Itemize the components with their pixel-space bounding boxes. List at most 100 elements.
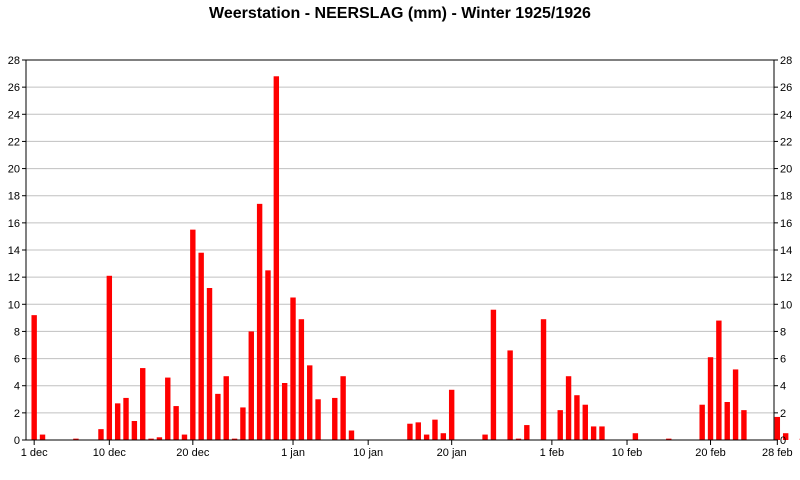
x-tick-label: 10 jan xyxy=(353,447,383,459)
bar xyxy=(173,406,179,440)
bar xyxy=(507,350,513,440)
x-tick-label: 1 feb xyxy=(540,447,564,459)
y-tick-label-left: 18 xyxy=(8,191,20,203)
x-tick-label: 1 jan xyxy=(281,447,305,459)
bar xyxy=(557,410,563,440)
bar xyxy=(123,397,129,440)
bar xyxy=(782,433,789,440)
bar xyxy=(599,426,605,440)
y-tick-label-right: 18 xyxy=(780,191,792,203)
y-tick-label-left: 26 xyxy=(8,82,20,94)
bar xyxy=(307,365,313,440)
y-tick-label-right: 26 xyxy=(780,82,792,94)
y-tick-label-right: 28 xyxy=(780,55,792,67)
y-tick-label-left: 28 xyxy=(8,55,20,67)
bar xyxy=(231,438,238,440)
bar xyxy=(156,437,163,440)
bar xyxy=(724,402,730,440)
bar xyxy=(131,421,138,440)
bar xyxy=(265,270,271,440)
x-tick-label: 20 jan xyxy=(437,447,467,459)
bar xyxy=(699,404,705,440)
y-tick-label-left: 20 xyxy=(8,164,20,176)
y-tick-label-left: 6 xyxy=(14,354,20,366)
bar xyxy=(582,404,588,440)
bar xyxy=(482,434,488,440)
bar xyxy=(281,383,288,440)
bar xyxy=(198,252,204,440)
y-tick-label-right: 8 xyxy=(780,326,786,338)
y-tick-label-left: 12 xyxy=(8,272,20,284)
bar xyxy=(106,275,113,440)
y-tick-label-left: 22 xyxy=(8,136,20,148)
bar xyxy=(666,438,672,440)
y-tick-label-left: 8 xyxy=(14,326,20,338)
bar xyxy=(590,426,597,440)
bar xyxy=(632,433,639,440)
x-tick-label: 10 dec xyxy=(93,447,127,459)
bar xyxy=(190,229,196,440)
bar xyxy=(440,433,447,440)
bar xyxy=(540,319,547,440)
y-tick-label-left: 10 xyxy=(8,299,20,311)
bar xyxy=(248,331,254,440)
x-tick-label: 1 dec xyxy=(21,447,48,459)
bar xyxy=(741,410,747,440)
bar xyxy=(565,376,572,440)
bar xyxy=(273,76,280,441)
x-tick-label: 28 feb xyxy=(762,447,793,459)
bar xyxy=(165,377,171,440)
y-tick-label-right: 12 xyxy=(780,272,792,284)
y-tick-label-left: 0 xyxy=(14,435,20,447)
bar xyxy=(31,315,37,440)
bar xyxy=(290,297,296,440)
bar xyxy=(340,376,346,440)
bar xyxy=(515,438,522,440)
chart-title: Weerstation - NEERSLAG (mm) - Winter 192… xyxy=(209,5,591,22)
bar xyxy=(774,416,781,440)
y-tick-label-right: 0 xyxy=(780,435,786,447)
y-tick-label-right: 16 xyxy=(780,218,792,230)
y-tick-label-right: 20 xyxy=(780,164,792,176)
bar xyxy=(732,369,739,440)
bar xyxy=(73,438,79,440)
y-tick-label-right: 24 xyxy=(780,109,792,121)
bar xyxy=(415,422,421,440)
y-tick-label-right: 4 xyxy=(780,381,786,393)
bar xyxy=(223,376,229,440)
bar xyxy=(490,309,497,440)
bar xyxy=(39,434,46,440)
bar xyxy=(215,393,221,440)
bar xyxy=(407,423,413,440)
bar xyxy=(98,429,104,440)
bar xyxy=(707,357,714,440)
y-tick-label-right: 2 xyxy=(780,408,786,420)
y-tick-label-right: 10 xyxy=(780,299,792,311)
x-tick-label: 10 feb xyxy=(612,447,643,459)
x-tick-label: 20 dec xyxy=(176,447,210,459)
bar xyxy=(574,395,580,440)
bar xyxy=(256,203,263,440)
bar xyxy=(206,288,213,440)
y-tick-label-left: 24 xyxy=(8,109,20,121)
y-tick-label-right: 14 xyxy=(780,245,792,257)
bar xyxy=(181,434,188,440)
bar xyxy=(140,368,146,440)
bar-series xyxy=(31,76,800,441)
bar xyxy=(348,430,355,440)
bar xyxy=(114,403,121,440)
bar xyxy=(240,407,246,440)
y-tick-label-right: 6 xyxy=(780,354,786,366)
bar xyxy=(148,438,154,440)
bar xyxy=(423,434,430,440)
bar xyxy=(298,319,305,440)
y-tick-label-left: 14 xyxy=(8,245,20,257)
y-tick-label-right: 22 xyxy=(780,136,792,148)
bar xyxy=(315,399,321,440)
y-tick-label-left: 16 xyxy=(8,218,20,230)
bar xyxy=(332,397,338,440)
x-tick-label: 20 feb xyxy=(695,447,726,459)
bar xyxy=(716,320,722,440)
y-tick-label-left: 4 xyxy=(14,381,20,393)
